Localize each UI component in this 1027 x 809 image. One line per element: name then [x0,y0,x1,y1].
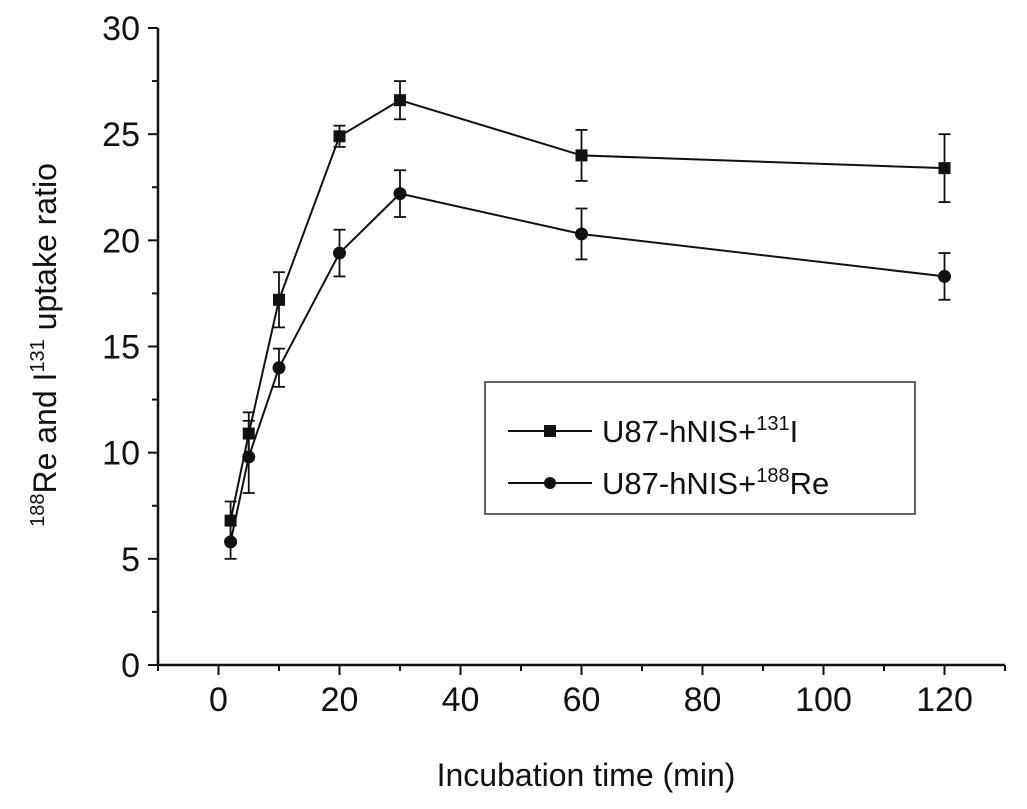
data-point-square [575,149,588,162]
legend-label-series-2-sup: 188 [756,465,789,487]
legend-label-series-1-sup: 131 [756,413,789,435]
x-axis-label: Incubation time (min) [437,757,736,793]
y-tick-label: 0 [121,647,140,685]
y-tick-label: 5 [121,541,140,579]
x-tick-label: 40 [442,681,480,719]
legend-label-series-1-suffix: I [790,414,799,449]
data-point-circle [938,269,951,283]
data-point-square [273,293,285,306]
data-point-square [938,162,951,175]
y-axis-label-part1: Re and I [27,373,63,494]
y-tick-label: 20 [102,222,140,260]
y-tick-label: 25 [102,116,140,154]
x-tick-label: 20 [321,681,359,719]
x-tick-label: 120 [916,681,973,719]
legend-label-series-2-base: U87-hNIS+ [602,466,756,501]
data-point-square [394,94,406,107]
legend-marker-square [544,425,556,437]
data-point-circle [224,535,238,549]
y-tick-label: 30 [102,10,140,48]
legend: U87-hNIS+131I U87-hNIS+188Re [484,381,916,515]
data-point-square [333,130,346,143]
x-tick-label: 80 [684,681,722,719]
legend-label-series-2: U87-hNIS+188Re [602,465,829,501]
data-point-square [224,514,237,527]
y-axis-label: 188Re and I131 uptake ratio [27,163,63,527]
data-markers [224,94,951,549]
y-axis-label-part2: uptake ratio [27,163,63,339]
y-axis-label-sup2: 131 [27,339,49,372]
legend-label-series-1-base: U87-hNIS+ [602,414,756,449]
y-tick-label: 10 [102,435,140,473]
data-point-circle [393,187,407,201]
y-axis-label-sup1: 188 [27,494,49,527]
data-point-circle [272,361,286,375]
legend-label-series-2-suffix: Re [790,466,830,501]
x-tick-label: 0 [209,681,228,719]
legend-marker-circle [544,477,556,489]
legend-label-series-1: U87-hNIS+131I [602,413,798,449]
x-tick-label: 100 [795,681,852,719]
x-tick-label: 60 [563,681,601,719]
y-tick-label: 15 [102,329,140,367]
data-point-circle [333,246,346,260]
legend-box [484,381,916,515]
data-point-circle [242,450,256,464]
data-point-square [242,427,255,440]
data-point-circle [575,227,588,241]
ticks: 0 5 10 15 20 25 30 0 20 40 60 80 100 120 [102,10,1006,719]
axes [156,28,1005,667]
